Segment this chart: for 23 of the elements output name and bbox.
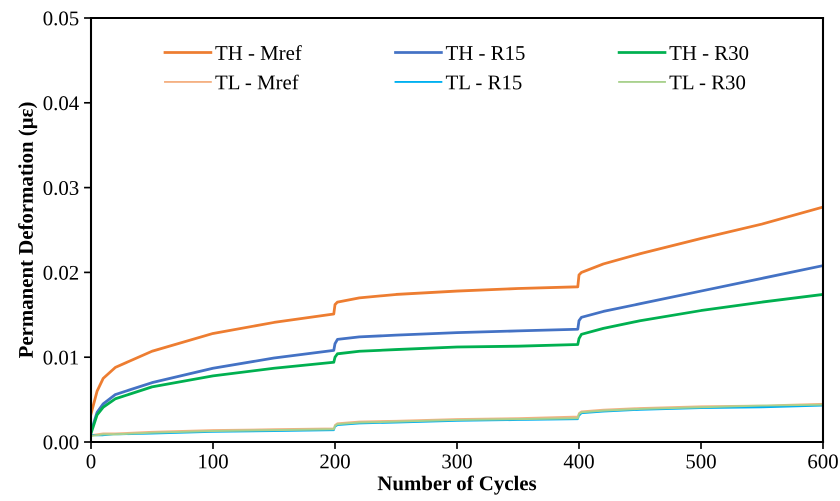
legend-label: TL - R15	[446, 75, 522, 90]
x-tick-label: 100	[199, 454, 228, 468]
x-tick-label: 400	[564, 454, 594, 468]
legend-label: TH - R30	[670, 46, 748, 60]
line-series	[91, 293, 823, 435]
y-tick-label: 0.00	[44, 435, 78, 450]
line-series	[91, 206, 823, 416]
x-tick-label: 300	[442, 454, 472, 468]
y-tick-label: 0.05	[44, 11, 78, 26]
x-axis-title: Number of Cycles	[378, 475, 536, 495]
legend-label: TL - Mref	[215, 74, 299, 90]
y-tick-label: 0.01	[44, 350, 78, 365]
x-tick-label: 200	[320, 454, 350, 468]
y-tick-label: 0.03	[44, 180, 78, 196]
y-tick-label: 0.04	[44, 96, 79, 110]
x-tick-label: 0	[86, 454, 96, 468]
legend-label: TH - R15	[446, 46, 525, 60]
y-axis-title: Permanent Deformation (με)	[18, 102, 38, 358]
legend-label: TH - Mref	[215, 45, 302, 60]
x-tick-label: 500	[686, 454, 716, 468]
y-tick-label: 0.02	[44, 266, 78, 280]
legend-label: TL - R30	[670, 75, 746, 90]
x-tick-label: 600	[808, 454, 838, 468]
